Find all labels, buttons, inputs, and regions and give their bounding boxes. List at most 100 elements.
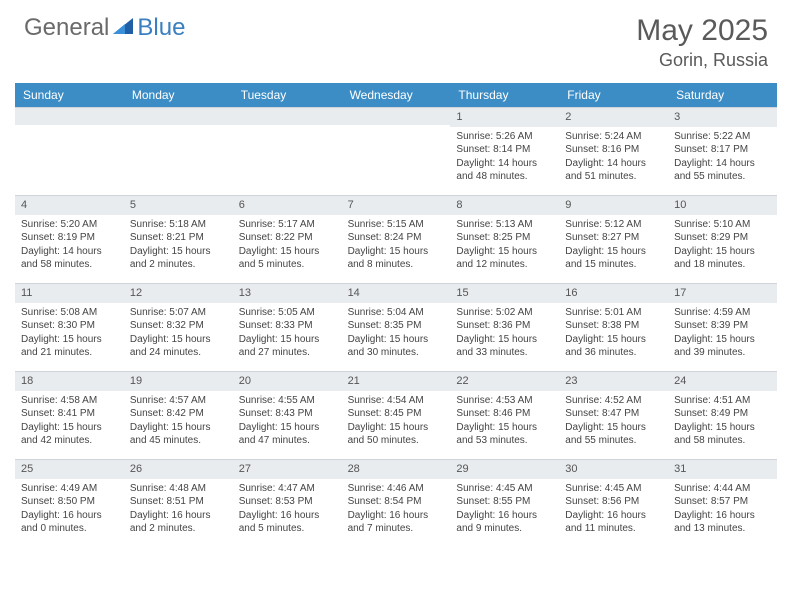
daylight-text: Daylight: 16 hours and 0 minutes.: [21, 509, 118, 536]
day-body: Sunrise: 4:53 AMSunset: 8:46 PMDaylight:…: [450, 391, 559, 454]
calendar-cell: 11Sunrise: 5:08 AMSunset: 8:30 PMDayligh…: [15, 283, 124, 371]
day-number: 18: [15, 371, 124, 391]
day-number: 3: [668, 107, 777, 127]
calendar-cell: 7Sunrise: 5:15 AMSunset: 8:24 PMDaylight…: [342, 195, 451, 283]
flag-icon: [113, 18, 133, 39]
daylight-text: Daylight: 15 hours and 24 minutes.: [130, 333, 227, 360]
daylight-text: Daylight: 16 hours and 2 minutes.: [130, 509, 227, 536]
sunrise-text: Sunrise: 5:04 AM: [348, 306, 445, 320]
day-body: Sunrise: 5:12 AMSunset: 8:27 PMDaylight:…: [559, 215, 668, 278]
calendar-cell: 27Sunrise: 4:47 AMSunset: 8:53 PMDayligh…: [233, 459, 342, 547]
daylight-text: Daylight: 15 hours and 36 minutes.: [565, 333, 662, 360]
sunset-text: Sunset: 8:54 PM: [348, 495, 445, 509]
day-number: 21: [342, 371, 451, 391]
daylight-text: Daylight: 15 hours and 27 minutes.: [239, 333, 336, 360]
daylight-text: Daylight: 15 hours and 58 minutes.: [674, 421, 771, 448]
sunrise-text: Sunrise: 5:15 AM: [348, 218, 445, 232]
sunrise-text: Sunrise: 4:51 AM: [674, 394, 771, 408]
sunset-text: Sunset: 8:21 PM: [130, 231, 227, 245]
calendar-cell: 24 Sunrise: 4:51 AMSunset: 8:49 PMDayligh…: [668, 371, 777, 459]
sunrise-text: Sunrise: 4:57 AM: [130, 394, 227, 408]
calendar-cell: 13Sunrise: 5:05 AMSunset: 8:33 PMDayligh…: [233, 283, 342, 371]
calendar-cell: 1Sunrise: 5:26 AMSunset: 8:14 PMDaylight…: [450, 107, 559, 195]
calendar-cell: 8Sunrise: 5:13 AMSunset: 8:25 PMDaylight…: [450, 195, 559, 283]
calendar-cell: 19Sunrise: 4:57 AMSunset: 8:42 PMDayligh…: [124, 371, 233, 459]
sunset-text: Sunset: 8:19 PM: [21, 231, 118, 245]
daylight-text: Daylight: 15 hours and 15 minutes.: [565, 245, 662, 272]
daylight-text: Daylight: 15 hours and 21 minutes.: [21, 333, 118, 360]
day-number: 13: [233, 283, 342, 303]
daylight-text: Daylight: 14 hours and 51 minutes.: [565, 157, 662, 184]
day-body: Sunrise: 4:45 AMSunset: 8:55 PMDaylight:…: [450, 479, 559, 542]
sunset-text: Sunset: 8:39 PM: [674, 319, 771, 333]
sunrise-text: Sunrise: 4:45 AM: [456, 482, 553, 496]
calendar-cell: 29Sunrise: 4:45 AMSunset: 8:55 PMDayligh…: [450, 459, 559, 547]
sunset-text: Sunset: 8:22 PM: [239, 231, 336, 245]
day-body: Sunrise: 4:58 AMSunset: 8:41 PMDaylight:…: [15, 391, 124, 454]
sunset-text: Sunset: 8:56 PM: [565, 495, 662, 509]
day-number: [15, 107, 124, 125]
day-number: 31: [668, 459, 777, 479]
daylight-text: Daylight: 16 hours and 11 minutes.: [565, 509, 662, 536]
day-number: 22: [450, 371, 559, 391]
daylight-text: Daylight: 15 hours and 50 minutes.: [348, 421, 445, 448]
day-body: Sunrise: 5:04 AMSunset: 8:35 PMDaylight:…: [342, 303, 451, 366]
day-number: 15: [450, 283, 559, 303]
sunset-text: Sunset: 8:50 PM: [21, 495, 118, 509]
daylight-text: Daylight: 14 hours and 55 minutes.: [674, 157, 771, 184]
brand-part2: Blue: [137, 14, 185, 42]
day-header: Friday: [559, 83, 668, 107]
day-body: Sunrise: 5:05 AMSunset: 8:33 PMDaylight:…: [233, 303, 342, 366]
day-number: 20: [233, 371, 342, 391]
day-body: Sunrise: 5:02 AMSunset: 8:36 PMDaylight:…: [450, 303, 559, 366]
day-number: 12: [124, 283, 233, 303]
calendar-cell: 12Sunrise: 5:07 AMSunset: 8:32 PMDayligh…: [124, 283, 233, 371]
sunrise-text: Sunrise: 4:59 AM: [674, 306, 771, 320]
sunset-text: Sunset: 8:49 PM: [674, 407, 771, 421]
daylight-text: Daylight: 16 hours and 7 minutes.: [348, 509, 445, 536]
day-body: Sunrise: 4:57 AMSunset: 8:42 PMDaylight:…: [124, 391, 233, 454]
day-number: [124, 107, 233, 125]
sunset-text: Sunset: 8:29 PM: [674, 231, 771, 245]
calendar-cell: 15Sunrise: 5:02 AMSunset: 8:36 PMDayligh…: [450, 283, 559, 371]
day-number: 25: [15, 459, 124, 479]
sunrise-text: Sunrise: 4:49 AM: [21, 482, 118, 496]
sunset-text: Sunset: 8:38 PM: [565, 319, 662, 333]
day-number: 26: [124, 459, 233, 479]
day-number: 28: [342, 459, 451, 479]
day-body: Sunrise: 5:15 AMSunset: 8:24 PMDaylight:…: [342, 215, 451, 278]
day-number: 30: [559, 459, 668, 479]
day-body: Sunrise: 5:13 AMSunset: 8:25 PMDaylight:…: [450, 215, 559, 278]
sunrise-text: Sunrise: 5:24 AM: [565, 130, 662, 144]
daylight-text: Daylight: 15 hours and 33 minutes.: [456, 333, 553, 360]
sunset-text: Sunset: 8:46 PM: [456, 407, 553, 421]
title-block: May 2025 Gorin, Russia: [636, 14, 768, 71]
calendar-cell: 17Sunrise: 4:59 AMSunset: 8:39 PMDayligh…: [668, 283, 777, 371]
month-title: May 2025: [636, 14, 768, 48]
day-body: Sunrise: 4:44 AMSunset: 8:57 PMDaylight:…: [668, 479, 777, 542]
calendar-cell: 16Sunrise: 5:01 AMSunset: 8:38 PMDayligh…: [559, 283, 668, 371]
daylight-text: Daylight: 15 hours and 30 minutes.: [348, 333, 445, 360]
day-body: Sunrise: 4:47 AMSunset: 8:53 PMDaylight:…: [233, 479, 342, 542]
sunrise-text: Sunrise: 5:26 AM: [456, 130, 553, 144]
daylight-text: Daylight: 14 hours and 48 minutes.: [456, 157, 553, 184]
day-number: 5: [124, 195, 233, 215]
day-number: 8: [450, 195, 559, 215]
day-number: 17: [668, 283, 777, 303]
sunset-text: Sunset: 8:24 PM: [348, 231, 445, 245]
sunrise-text: Sunrise: 5:18 AM: [130, 218, 227, 232]
sunrise-text: Sunrise: 4:55 AM: [239, 394, 336, 408]
day-number: 24: [668, 371, 777, 391]
daylight-text: Daylight: 15 hours and 18 minutes.: [674, 245, 771, 272]
daylight-text: Daylight: 16 hours and 5 minutes.: [239, 509, 336, 536]
day-number: 29: [450, 459, 559, 479]
calendar-cell: 14Sunrise: 5:04 AMSunset: 8:35 PMDayligh…: [342, 283, 451, 371]
sunset-text: Sunset: 8:27 PM: [565, 231, 662, 245]
day-body: Sunrise: 5:26 AMSunset: 8:14 PMDaylight:…: [450, 127, 559, 190]
daylight-text: Daylight: 15 hours and 53 minutes.: [456, 421, 553, 448]
sunset-text: Sunset: 8:25 PM: [456, 231, 553, 245]
day-body: Sunrise: 5:10 AMSunset: 8:29 PMDaylight:…: [668, 215, 777, 278]
sunrise-text: Sunrise: 5:20 AM: [21, 218, 118, 232]
day-number: [342, 107, 451, 125]
day-number: 2: [559, 107, 668, 127]
